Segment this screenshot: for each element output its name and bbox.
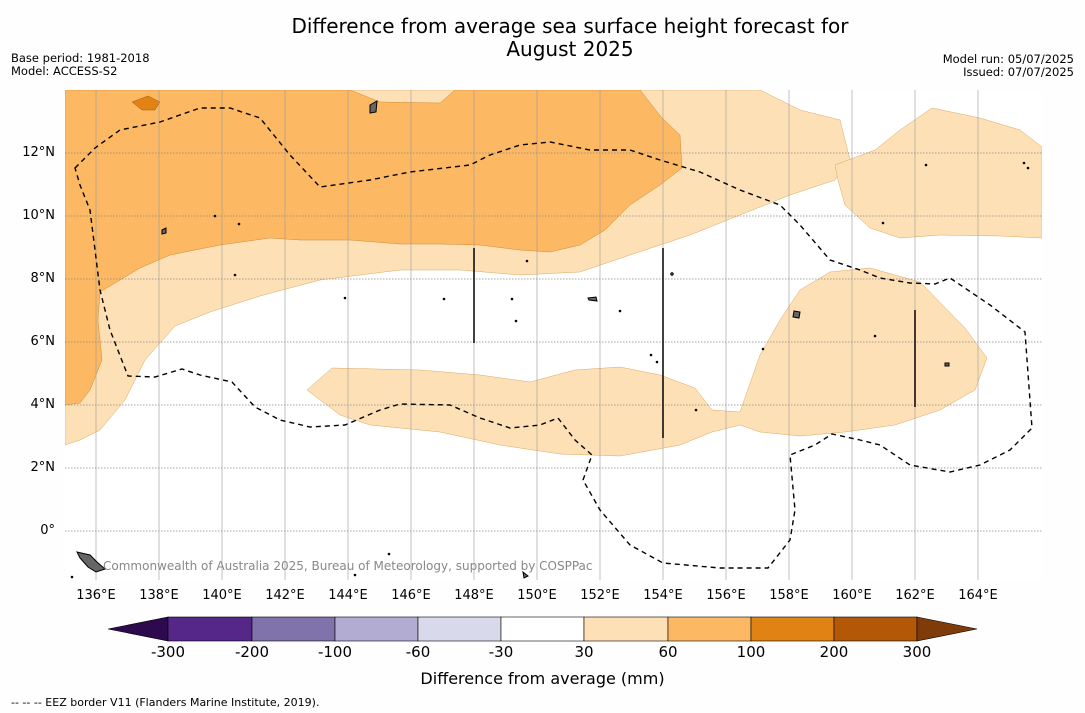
colorbar-tick-30: 30 [574,643,594,661]
colorbar-cell-1 [167,616,253,642]
lon-label-138e: 138°E [139,588,179,603]
lon-label-136e: 136°E [76,588,116,603]
colorbar-cell-4 [417,616,502,642]
lon-label-158e: 158°E [769,588,809,603]
eez-solid-lines [473,248,916,438]
lat-label-12n: 12°N [22,145,55,160]
lat-label-4n: 4°N [30,397,56,412]
lon-label-160e: 160°E [832,588,872,603]
lon-label-162e: 162°E [895,588,935,603]
issued-date: Issued: 07/07/2025 [963,65,1074,79]
lon-label-146e: 146°E [391,588,431,603]
model-name: Model: ACCESS-S2 [11,64,118,78]
lat-label-6n: 6°N [30,334,56,349]
islands [70,100,1030,579]
anomaly-60-100 [65,90,683,406]
lon-label-144e: 144°E [328,588,368,603]
lat-label-8n: 8°N [30,271,56,286]
lat-label-0: 0° [40,523,55,538]
colorbar-tick-m30: -30 [488,643,514,661]
colorbar-cell-7 [667,616,752,642]
eez-border [74,107,1033,569]
colorbar-cell-2 [251,616,336,642]
lat-gridlines [65,152,1042,532]
chart-title: Difference from average sea surface heig… [200,15,940,61]
anomaly-30-60-northeast [834,107,1042,239]
colorbar-tick-200: 200 [819,643,849,661]
lon-label-156e: 156°E [706,588,746,603]
colorbar-below-arrow [107,616,169,642]
lat-label-2n: 2°N [30,460,56,475]
lon-label-154e: 154°E [643,588,683,603]
map-area [65,90,1042,580]
colorbar-tick-100: 100 [736,643,766,661]
eez-footnote: -- -- -- EEZ border V11 (Flanders Marine… [11,696,320,709]
colorbar-cell-3 [334,616,419,642]
base-period: Base period: 1981-2018 [11,51,150,65]
colorbar-tick-300: 300 [902,643,932,661]
colorbar-tick-60: 60 [658,643,678,661]
lon-label-150e: 150°E [517,588,557,603]
anomaly-100-200 [131,95,161,111]
colorbar-cell-8 [750,616,835,642]
colorbar-tick-m200: -200 [234,643,270,661]
colorbar-above-arrow [916,616,978,642]
colorbar-cell-6 [583,616,669,642]
title-line-1: Difference from average sea surface heig… [291,14,849,38]
colorbar-title: Difference from average (mm) [420,669,665,688]
meta-left: Base period: 1981-2018 Model: ACCESS-S2 [11,52,150,78]
colorbar-tick-m300: -300 [150,643,186,661]
lon-label-148e: 148°E [454,588,494,603]
lon-label-142e: 142°E [265,588,305,603]
lon-label-164e: 164°E [958,588,998,603]
colorbar-tick-m60: -60 [405,643,431,661]
lat-label-10n: 10°N [22,208,55,223]
colorbar-tick-m100: -100 [317,643,353,661]
lon-label-140e: 140°E [202,588,242,603]
colorbar-cell-5 [500,616,585,642]
meta-right: Model run: 05/07/2025 Issued: 07/07/2025 [943,53,1074,79]
model-run: Model run: 05/07/2025 [942,52,1074,66]
lon-label-152e: 152°E [580,588,620,603]
title-line-2: August 2025 [506,37,634,61]
colorbar-cell-9 [833,616,918,642]
colorbar [107,616,978,642]
copyright-notice: Commonwealth of Australia 2025, Bureau o… [103,559,593,573]
